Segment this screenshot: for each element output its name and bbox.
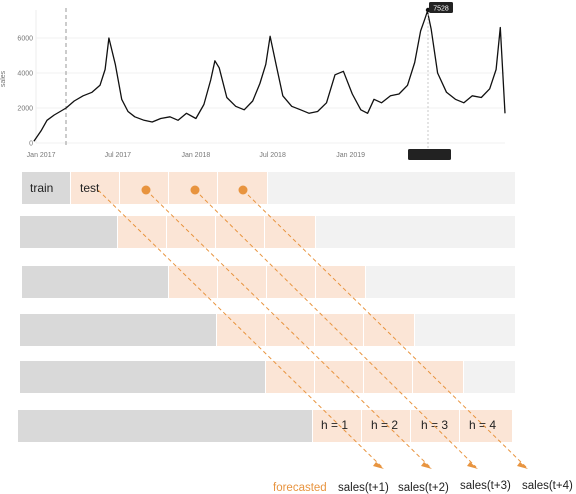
test-label: test — [80, 181, 100, 195]
row-2 — [20, 216, 515, 248]
horizon-label-1: h = 1 — [321, 418, 348, 432]
test-block — [265, 216, 315, 248]
test-block — [266, 314, 314, 346]
future-block — [464, 361, 515, 393]
arrow-h2 — [145, 189, 431, 468]
arrow-h4 — [242, 189, 527, 468]
train-block — [20, 314, 216, 346]
test-block — [364, 314, 414, 346]
horizon-label-3: h = 3 — [421, 418, 448, 432]
sales-series-line — [33, 10, 506, 142]
train-block — [18, 410, 312, 442]
y-axis-label: sales — [0, 70, 7, 87]
y-tick-labels: 0 2000 4000 6000 — [17, 36, 33, 148]
peak-tooltip-value: 7528 — [433, 6, 449, 13]
test-block — [118, 216, 166, 248]
future-block — [268, 172, 515, 204]
x-tick-labels: Jan 2017 Jul 2017 Jan 2018 Jul 2018 Jan 2019… — [27, 152, 445, 159]
future-block — [415, 314, 515, 346]
arrow-h3 — [194, 189, 477, 468]
sales-label-t1: sales(t+1) — [338, 482, 389, 494]
sales-label-t4: sales(t+4) — [522, 480, 573, 492]
train-block — [20, 361, 265, 393]
arrowhead-h1 — [373, 462, 384, 469]
train-block — [22, 172, 70, 204]
row-5 — [20, 361, 515, 393]
y-tick-label: 6000 — [17, 36, 33, 43]
test-block — [313, 410, 361, 442]
test-block — [364, 361, 412, 393]
test-block — [413, 361, 463, 393]
peak-tooltip-box — [429, 2, 453, 13]
row-6: h = 1 h = 2 h = 3 h = 4 — [18, 410, 512, 442]
y-tick-label: 2000 — [17, 106, 33, 113]
hover-tooltip: 7528 — [408, 2, 453, 160]
arrowhead-h4 — [517, 462, 528, 469]
test-block — [216, 216, 264, 248]
train-label: train — [30, 181, 53, 195]
row-3 — [22, 266, 515, 298]
row-4 — [20, 314, 515, 346]
test-block — [460, 410, 512, 442]
forecasted-label: forecasted — [273, 482, 327, 494]
x-tick-label: Jul 2018 — [259, 152, 286, 159]
x-tick-label: Jan 2018 — [181, 152, 210, 159]
sales-label-t2: sales(t+2) — [398, 482, 449, 494]
future-block — [316, 216, 515, 248]
sales-label-t3: sales(t+3) — [460, 480, 511, 492]
date-tooltip-box — [408, 149, 451, 160]
horizon-label-2: h = 2 — [371, 418, 398, 432]
arrowhead-h2 — [421, 462, 432, 469]
row-1: train test — [22, 172, 515, 204]
horizon-label-4: h = 4 — [469, 418, 496, 432]
arrowhead-h3 — [467, 462, 478, 469]
test-block — [167, 216, 215, 248]
x-tick-label: Jan 2017 — [27, 152, 56, 159]
test-block — [316, 266, 365, 298]
test-block — [362, 410, 410, 442]
y-tick-label: 4000 — [17, 71, 33, 78]
y-tick-label: 0 — [29, 141, 33, 148]
test-block — [169, 266, 217, 298]
forecast-labels: forecasted sales(t+1) sales(t+2) sales(t… — [273, 480, 573, 494]
train-block — [22, 266, 168, 298]
test-block — [217, 314, 265, 346]
test-block — [315, 314, 363, 346]
test-block — [267, 266, 315, 298]
test-block — [71, 172, 119, 204]
x-tick-label: Jan 2019 — [336, 152, 365, 159]
arrow-h1 — [97, 189, 383, 468]
future-block — [366, 266, 515, 298]
x-tick-label: Jul 2017 — [105, 152, 132, 159]
test-block — [218, 266, 266, 298]
sales-chart: 0 2000 4000 6000 Jan 2017 Jul 2017 Jan 2018 Ju… — [0, 2, 506, 160]
train-block — [20, 216, 117, 248]
test-block — [315, 361, 363, 393]
horizon-arrows — [97, 185, 528, 469]
